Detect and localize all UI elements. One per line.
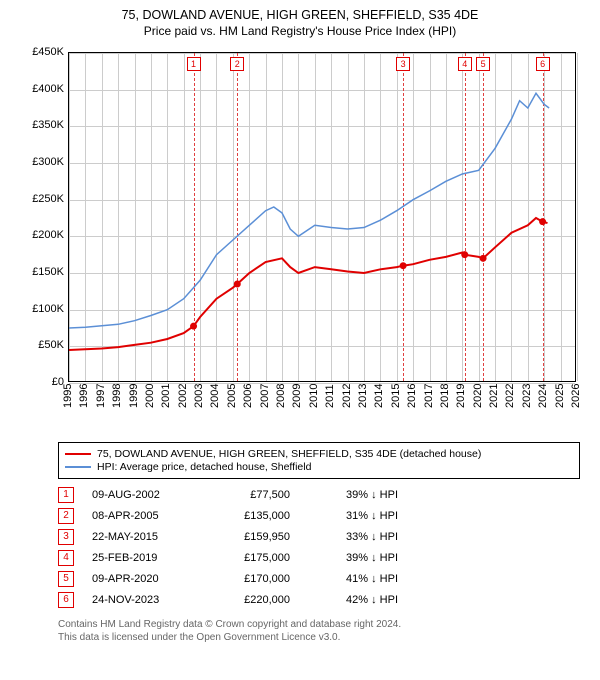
x-tick-label: 2001 xyxy=(160,384,172,408)
row-price: £175,000 xyxy=(210,552,290,564)
y-tick-label: £300K xyxy=(32,156,64,168)
row-pct: 42% ↓ HPI xyxy=(308,594,398,606)
x-tick-label: 2018 xyxy=(439,384,451,408)
x-tick-label: 2025 xyxy=(554,384,566,408)
table-row: 3 22-MAY-2015 £159,950 33% ↓ HPI xyxy=(58,529,580,545)
x-tick-label: 2024 xyxy=(537,384,549,408)
x-tick-label: 1999 xyxy=(128,384,140,408)
x-tick-label: 1996 xyxy=(78,384,90,408)
x-tick-label: 2005 xyxy=(226,384,238,408)
row-pct: 39% ↓ HPI xyxy=(308,489,398,501)
row-marker: 6 xyxy=(58,592,74,608)
row-date: 09-APR-2020 xyxy=(92,573,192,585)
x-tick-label: 2023 xyxy=(521,384,533,408)
x-tick-label: 2000 xyxy=(144,384,156,408)
y-tick-label: £350K xyxy=(32,119,64,131)
y-axis-labels: £0£50K£100K£150K£200K£250K£300K£350K£400… xyxy=(20,52,66,382)
x-tick-label: 2015 xyxy=(390,384,402,408)
x-tick-label: 2011 xyxy=(324,384,336,408)
row-date: 24-NOV-2023 xyxy=(92,594,192,606)
x-tick-label: 1995 xyxy=(62,384,74,408)
x-tick-label: 2026 xyxy=(570,384,582,408)
row-date: 09-AUG-2002 xyxy=(92,489,192,501)
x-tick-label: 2006 xyxy=(242,384,254,408)
table-row: 5 09-APR-2020 £170,000 41% ↓ HPI xyxy=(58,571,580,587)
row-date: 25-FEB-2019 xyxy=(92,552,192,564)
x-tick-label: 2014 xyxy=(373,384,385,408)
row-date: 22-MAY-2015 xyxy=(92,531,192,543)
transaction-table: 1 09-AUG-2002 £77,500 39% ↓ HPI 2 08-APR-2005… xyxy=(58,487,580,608)
chart-subtitle: Price paid vs. HM Land Registry's House … xyxy=(10,24,590,38)
x-tick-label: 1998 xyxy=(111,384,123,408)
legend-swatch-price-paid xyxy=(65,453,91,455)
y-tick-label: £100K xyxy=(32,303,64,315)
y-tick-label: £450K xyxy=(32,46,64,58)
plot-region: 123456 xyxy=(68,52,576,382)
row-marker: 2 xyxy=(58,508,74,524)
table-row: 4 25-FEB-2019 £175,000 39% ↓ HPI xyxy=(58,550,580,566)
row-marker: 5 xyxy=(58,571,74,587)
table-row: 2 08-APR-2005 £135,000 31% ↓ HPI xyxy=(58,508,580,524)
attribution-footer: Contains HM Land Registry data © Crown c… xyxy=(58,618,580,644)
x-tick-label: 2002 xyxy=(177,384,189,408)
x-tick-label: 2022 xyxy=(504,384,516,408)
x-tick-label: 2020 xyxy=(472,384,484,408)
x-tick-label: 1997 xyxy=(95,384,107,408)
x-tick-label: 2009 xyxy=(291,384,303,408)
y-tick-label: £250K xyxy=(32,193,64,205)
row-date: 08-APR-2005 xyxy=(92,510,192,522)
legend: 75, DOWLAND AVENUE, HIGH GREEN, SHEFFIEL… xyxy=(58,442,580,479)
footer-line-1: Contains HM Land Registry data © Crown c… xyxy=(58,618,580,631)
footer-line-2: This data is licensed under the Open Gov… xyxy=(58,631,580,644)
row-pct: 33% ↓ HPI xyxy=(308,531,398,543)
row-price: £220,000 xyxy=(210,594,290,606)
y-tick-label: £50K xyxy=(38,339,64,351)
legend-row-hpi: HPI: Average price, detached house, Shef… xyxy=(65,461,573,473)
row-price: £159,950 xyxy=(210,531,290,543)
x-tick-label: 2012 xyxy=(341,384,353,408)
row-price: £135,000 xyxy=(210,510,290,522)
x-axis-labels: 1995199619971998199920002001200220032004… xyxy=(68,384,576,436)
row-marker: 4 xyxy=(58,550,74,566)
x-tick-label: 2021 xyxy=(488,384,500,408)
table-row: 1 09-AUG-2002 £77,500 39% ↓ HPI xyxy=(58,487,580,503)
row-price: £77,500 xyxy=(210,489,290,501)
x-tick-label: 2003 xyxy=(193,384,205,408)
y-tick-label: £200K xyxy=(32,229,64,241)
x-tick-label: 2016 xyxy=(406,384,418,408)
chart-title: 75, DOWLAND AVENUE, HIGH GREEN, SHEFFIEL… xyxy=(10,8,590,22)
legend-label-price-paid: 75, DOWLAND AVENUE, HIGH GREEN, SHEFFIEL… xyxy=(97,448,481,460)
y-tick-label: £150K xyxy=(32,266,64,278)
table-row: 6 24-NOV-2023 £220,000 42% ↓ HPI xyxy=(58,592,580,608)
x-tick-label: 2004 xyxy=(209,384,221,408)
row-pct: 39% ↓ HPI xyxy=(308,552,398,564)
legend-row-price-paid: 75, DOWLAND AVENUE, HIGH GREEN, SHEFFIEL… xyxy=(65,448,573,460)
row-marker: 3 xyxy=(58,529,74,545)
legend-label-hpi: HPI: Average price, detached house, Shef… xyxy=(97,461,311,473)
chart-area: £0£50K£100K£150K£200K£250K£300K£350K£400… xyxy=(20,48,580,438)
x-tick-label: 2013 xyxy=(357,384,369,408)
x-tick-label: 2008 xyxy=(275,384,287,408)
x-tick-label: 2010 xyxy=(308,384,320,408)
row-pct: 31% ↓ HPI xyxy=(308,510,398,522)
legend-swatch-hpi xyxy=(65,466,91,468)
y-tick-label: £400K xyxy=(32,83,64,95)
row-marker: 1 xyxy=(58,487,74,503)
row-pct: 41% ↓ HPI xyxy=(308,573,398,585)
row-price: £170,000 xyxy=(210,573,290,585)
x-tick-label: 2019 xyxy=(455,384,467,408)
x-tick-label: 2007 xyxy=(259,384,271,408)
x-tick-label: 2017 xyxy=(423,384,435,408)
